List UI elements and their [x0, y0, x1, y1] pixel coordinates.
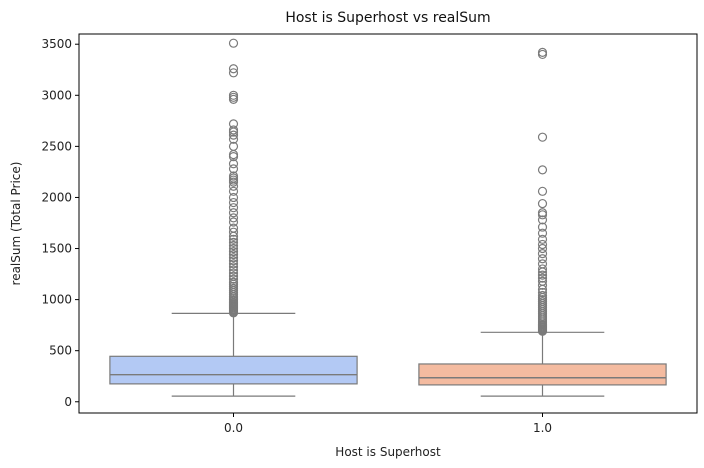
- box: [109, 355, 358, 385]
- outlier-point: [228, 274, 239, 284]
- y-tick-label: 500: [49, 344, 72, 358]
- outlier-point: [228, 213, 239, 223]
- outlier-point: [228, 64, 239, 74]
- outlier-point: [537, 259, 548, 269]
- outlier-point: [228, 159, 239, 169]
- outlier-point: [228, 223, 239, 233]
- outlier-point: [537, 186, 548, 196]
- axis-ticks: 0 500 1000 1500 2000 2500 3000 3500 0.0 1.0: [41, 37, 552, 435]
- outlier-point: [537, 276, 548, 286]
- outlier-point: [228, 125, 239, 135]
- outlier-point: [228, 186, 239, 196]
- y-tick-label: 0: [64, 395, 72, 409]
- outlier-point: [228, 262, 239, 272]
- outlier-point: [228, 203, 239, 213]
- outlier-point: [228, 227, 239, 237]
- outlier-point: [228, 246, 239, 257]
- outlier-point: [228, 119, 239, 129]
- outlier-point: [228, 208, 239, 218]
- y-tick-label: 3000: [41, 88, 72, 102]
- outlier-point: [228, 237, 239, 247]
- x-tick-label: 1.0: [533, 421, 552, 435]
- outlier-point: [228, 271, 239, 281]
- outlier-point: [228, 38, 239, 48]
- x-axis-label: Host is Superhost: [335, 445, 441, 459]
- y-tick-label: 3500: [41, 37, 72, 51]
- outlier-point: [537, 264, 548, 274]
- outlier-point: [537, 215, 548, 225]
- outlier-point: [537, 47, 548, 57]
- x-tick-label: 0.0: [224, 421, 243, 435]
- outlier-point: [228, 240, 239, 251]
- outlier-point: [228, 234, 239, 244]
- y-axis-label: realSum (Total Price): [9, 162, 23, 286]
- outlier-point: [537, 222, 548, 232]
- outlier-point: [228, 134, 239, 144]
- outlier-point: [228, 164, 239, 174]
- outlier-point: [228, 277, 239, 287]
- outlier-point: [537, 165, 548, 175]
- y-tick-label: 2500: [41, 139, 72, 153]
- outlier-point: [537, 249, 548, 259]
- outlier-point: [537, 208, 548, 218]
- outlier-point: [228, 141, 239, 151]
- outlier-point: [537, 287, 548, 298]
- outlier-point: [537, 280, 548, 290]
- y-tick-label: 1000: [41, 293, 72, 307]
- chart-title: Host is Superhost vs realSum: [285, 10, 490, 26]
- outlier-point: [228, 256, 239, 266]
- outlier-point: [228, 130, 239, 140]
- outlier-point: [537, 243, 548, 254]
- outlier-point: [228, 253, 239, 263]
- box-group: [109, 38, 358, 397]
- box: [418, 363, 667, 386]
- outlier-point: [537, 273, 548, 283]
- y-tick-label: 1500: [41, 242, 72, 256]
- outlier-point: [537, 234, 548, 244]
- outlier-point: [228, 259, 239, 269]
- outlier-point: [537, 290, 548, 301]
- y-tick-label: 2000: [41, 190, 72, 204]
- outlier-point: [228, 68, 239, 78]
- outlier-point: [228, 192, 239, 203]
- outlier-point: [228, 90, 239, 100]
- outlier-point: [228, 268, 239, 278]
- outlier-point: [537, 254, 548, 264]
- boxes: [109, 38, 667, 397]
- outlier-point: [537, 270, 548, 280]
- outlier-point: [228, 217, 239, 227]
- outlier-point: [228, 265, 239, 275]
- outlier-point: [537, 198, 548, 209]
- outlier-point: [228, 197, 239, 208]
- outlier-point: [537, 228, 548, 238]
- box-group: [418, 47, 667, 397]
- plot-frame: [78, 33, 698, 414]
- outlier-point: [228, 171, 239, 181]
- outlier-point: [228, 250, 239, 260]
- outlier-point: [537, 132, 548, 142]
- outlier-point: [537, 239, 548, 250]
- outlier-point: [228, 243, 239, 254]
